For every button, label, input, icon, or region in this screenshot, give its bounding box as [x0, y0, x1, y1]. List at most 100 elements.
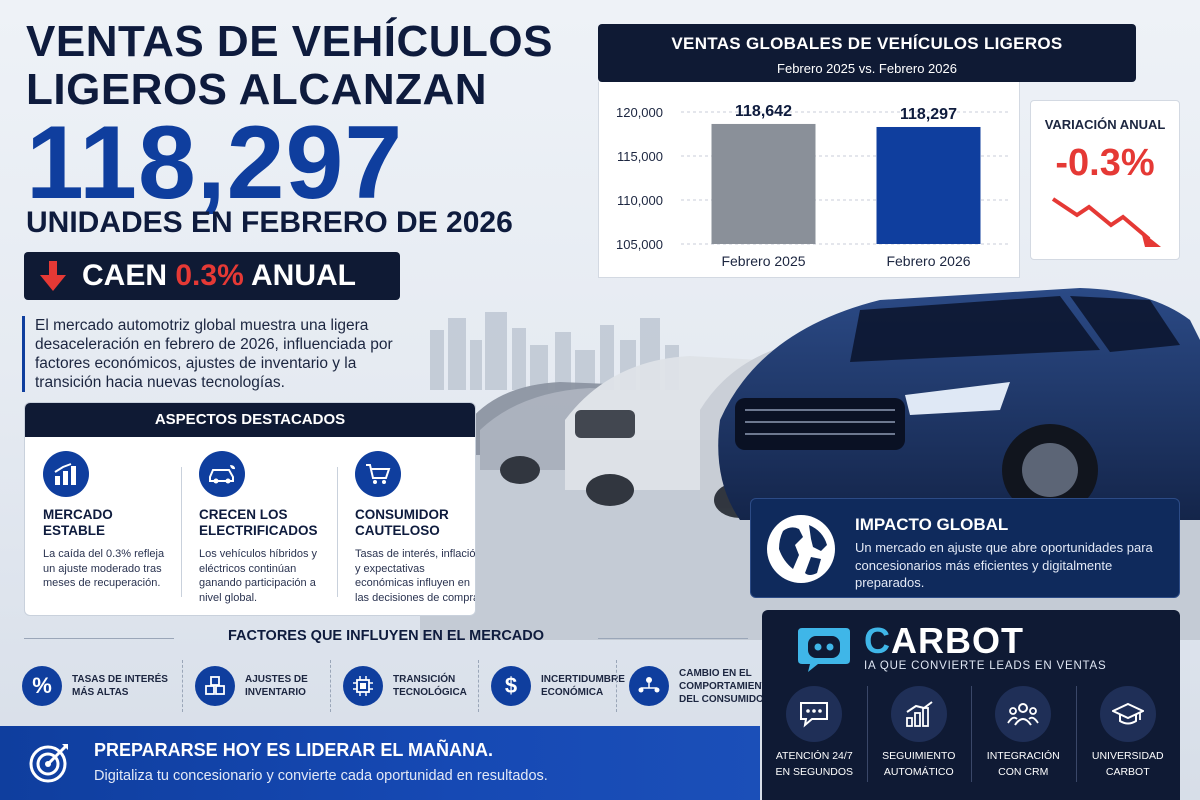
variation-label: VARIACIÓN ANUAL: [1044, 117, 1166, 132]
x-tick-label: Febrero 2025: [721, 253, 805, 269]
chart-canvas: 120,000 115,000 110,000 105,000 118,642 Febre…: [616, 103, 1011, 269]
car-row: [470, 338, 880, 518]
bar-chart-icon: [43, 451, 89, 497]
chart-title: VENTAS GLOBALES DE VEHÍCULOS LIGEROS: [671, 34, 1063, 53]
suv-image: [718, 288, 1200, 520]
impact-text: Un mercado en ajuste que abre oportunida…: [855, 540, 1153, 590]
y-tick-label: 120,000: [616, 105, 663, 120]
factor-item: TRANSICIÓN TECNOLÓGICA: [330, 660, 478, 712]
shopping-cart-icon: [355, 451, 401, 497]
feature-line-1: SEGUIMIENTO: [882, 750, 956, 762]
carbot-brand-c: C: [864, 620, 891, 661]
factor-label: TRANSICIÓN TECNOLÓGICA: [393, 674, 467, 698]
bar: [876, 126, 981, 244]
cta-banner: PREPARARSE HOY ES LIDERAR EL MAÑANA. Dig…: [0, 726, 760, 800]
sales-bar-chart: 120,000 115,000 110,000 105,000 118,642 Febre…: [598, 82, 1020, 278]
x-tick-label: Febrero 2026: [886, 253, 970, 269]
people-network-icon: [629, 666, 669, 706]
boxes-icon: [195, 666, 235, 706]
chart-header: VENTAS GLOBALES DE VEHÍCULOS LIGEROS Feb…: [598, 24, 1136, 82]
carbot-feature: INTEGRACIÓN CON CRM: [971, 682, 1076, 792]
highlight-title: MERCADO ESTABLE: [43, 507, 113, 538]
highlight-item: MERCADO ESTABLE La caída del 0.3% reflej…: [25, 437, 181, 615]
percent-icon: %: [22, 666, 62, 706]
chart-subtitle: Febrero 2025 vs. Febrero 2026: [777, 61, 957, 76]
electric-car-icon: [199, 451, 245, 497]
banner-subtitle: Digitaliza tu concesionario y convierte …: [94, 768, 548, 784]
impact-title: IMPACTO GLOBAL: [855, 515, 1009, 534]
trend-down-icon: [1051, 197, 1161, 247]
factor-label: CAMBIO EN EL COMPORTAMIENTO DEL CONSUMID…: [679, 667, 776, 705]
bar-data-label: 118,297: [900, 106, 957, 123]
highlight-text: La caída del 0.3% refleja un ajuste mode…: [43, 548, 165, 589]
carbot-feature: UNIVERSIDAD CARBOT: [1075, 682, 1181, 792]
decline-suffix: ANUAL: [250, 259, 356, 292]
sales-unit-caption: UNIDADES EN FEBRERO DE 2026: [26, 206, 513, 239]
factor-item: CAMBIO EN EL COMPORTAMIENTO DEL CONSUMID…: [616, 660, 775, 712]
highlights-title: ASPECTOS DESTACADOS: [25, 403, 475, 437]
carbot-tagline: IA QUE CONVIERTE LEADS EN VENTAS: [864, 660, 1107, 672]
y-tick-label: 115,000: [617, 149, 663, 164]
target-icon: [29, 744, 68, 783]
feature-label: UNIVERSIDAD CARBOT: [1076, 748, 1181, 780]
feature-line-2: CARBOT: [1105, 766, 1150, 778]
factor-item: % TASAS DE INTERÉS MÁS ALTAS: [22, 660, 182, 712]
headline-line-2: LIGEROS ALCANZAN: [26, 65, 488, 114]
carbot-brand-rest: ARBOT: [891, 620, 1024, 661]
feature-line-1: INTEGRACIÓN: [986, 750, 1060, 762]
down-arrow-icon: [40, 261, 66, 291]
feature-label: ATENCIÓN 24/7 EN SEGUNDOS: [762, 748, 867, 780]
feature-line-2: CON CRM: [998, 766, 1049, 778]
carbot-promo: CARBOT IA QUE CONVIERTE LEADS EN VENTAS …: [762, 610, 1180, 800]
feature-line-1: UNIVERSIDAD: [1091, 750, 1164, 762]
carbot-feature: SEGUIMIENTO AUTOMÁTICO: [866, 682, 972, 792]
y-tick-label: 110,000: [617, 193, 663, 208]
factor-item: $ INCERTIDUMBRE ECONÓMICA: [478, 660, 625, 712]
feature-line-2: AUTOMÁTICO: [883, 766, 954, 778]
factor-label: AJUSTES DE INVENTARIO: [245, 674, 308, 698]
impact-card: IMPACTO GLOBAL Un mercado en ajuste que …: [750, 498, 1180, 598]
growth-chart-icon: [890, 686, 947, 742]
feature-line-1: ATENCIÓN 24/7: [775, 750, 853, 762]
intro-paragraph: El mercado automotriz global muestra una…: [22, 316, 422, 392]
highlight-text: Los vehículos híbridos y eléctricos cont…: [199, 548, 318, 604]
carbot-features: ATENCIÓN 24/7 EN SEGUNDOS SEGUIMIENTO AUTO…: [762, 682, 1180, 792]
feature-line-2: EN SEGUNDOS: [775, 766, 854, 778]
highlight-text: Tasas de interés, inflación y expectativ…: [355, 548, 476, 604]
highlight-title: CONSUMIDOR CAUTELOSO: [355, 507, 449, 538]
factors-title-text: FACTORES QUE INFLUYEN EN EL MERCADO: [227, 628, 545, 644]
graduation-cap-icon: [1099, 686, 1156, 742]
variation-value: -0.3%: [1055, 142, 1155, 184]
highlight-item: CRECEN LOS ELECTRIFICADOS Los vehículos …: [181, 437, 337, 615]
factors-list: % TASAS DE INTERÉS MÁS ALTAS AJUSTES DE …: [22, 660, 775, 712]
feature-label: SEGUIMIENTO AUTOMÁTICO: [867, 748, 972, 780]
carbot-feature: ATENCIÓN 24/7 EN SEGUNDOS: [762, 682, 867, 792]
chip-icon: [343, 666, 383, 706]
factors-title: FACTORES QUE INFLUYEN EN EL MERCADO: [24, 628, 748, 644]
headline-line-1: VENTAS DE VEHÍCULOS: [26, 17, 553, 66]
decline-prefix: CAEN: [82, 259, 168, 292]
dollar-icon: $: [491, 666, 531, 706]
decline-pct: 0.3%: [175, 259, 244, 292]
decline-text: CAEN 0.3% ANUAL: [82, 259, 356, 293]
highlights-card: ASPECTOS DESTACADOS MERCADO ESTABLE La c…: [24, 402, 476, 616]
bar-data-label: 118,642: [735, 103, 792, 120]
headline: VENTAS DE VEHÍCULOS LIGEROS ALCANZAN: [26, 18, 586, 114]
feature-label: INTEGRACIÓN CON CRM: [971, 748, 1076, 780]
sales-total: 118,297: [26, 105, 404, 221]
highlight-title: CRECEN LOS ELECTRIFICADOS: [199, 507, 318, 538]
y-tick-label: 105,000: [616, 237, 663, 252]
banner-title: PREPARARSE HOY ES LIDERAR EL MAÑANA.: [94, 740, 494, 760]
bar: [711, 123, 816, 244]
factor-item: AJUSTES DE INVENTARIO: [182, 660, 330, 712]
robot-chat-icon: [798, 628, 850, 672]
city-skyline: [430, 312, 679, 390]
team-icon: [995, 686, 1052, 742]
decline-badge: CAEN 0.3% ANUAL: [24, 252, 400, 300]
variation-card: VARIACIÓN ANUAL -0.3%: [1030, 100, 1180, 260]
carbot-brand: CARBOT: [864, 620, 1024, 662]
chat-icon: [786, 686, 843, 742]
globe-icon: [767, 515, 835, 583]
factor-label: INCERTIDUMBRE ECONÓMICA: [541, 674, 625, 698]
highlight-item: CONSUMIDOR CAUTELOSO Tasas de interés, i…: [337, 437, 476, 615]
